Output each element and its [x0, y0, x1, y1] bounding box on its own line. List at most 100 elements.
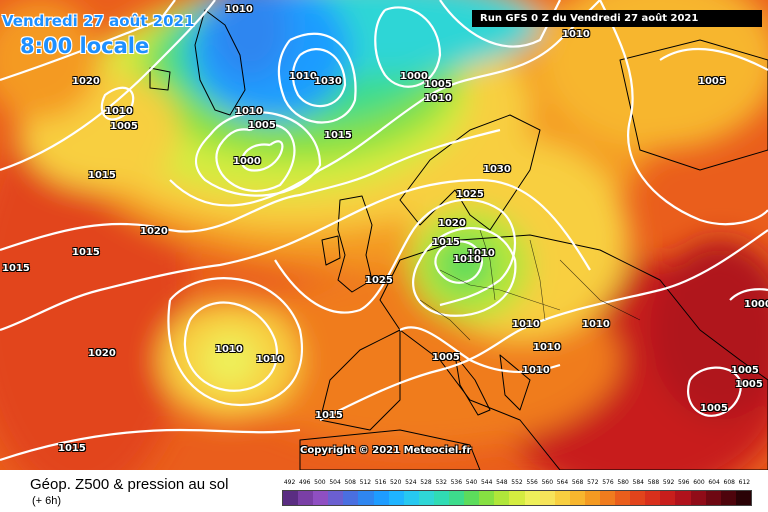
scale-tick-label: 580 — [617, 479, 629, 486]
scale-swatch — [539, 491, 555, 505]
isobar-label: 1005 — [735, 379, 763, 390]
scale-swatch — [660, 491, 676, 505]
isobar-label: 1005 — [432, 352, 460, 363]
scale-tick-label: 536 — [450, 479, 463, 486]
scale-tick-label: 592 — [662, 479, 675, 486]
isobar-label: 1020 — [88, 348, 116, 359]
color-scale-labels: 492 496 500 504 508 512 516 520 524 528 532 536 540 5… — [282, 479, 752, 489]
isobar-label: 1000 — [400, 71, 428, 82]
scale-swatch — [433, 491, 450, 505]
scale-swatch — [449, 491, 465, 505]
copyright-notice: Copyright © 2021 Meteociel.fr — [300, 445, 472, 456]
scale-swatch — [418, 491, 434, 505]
scale-tick-label: 524 — [405, 479, 417, 486]
scale-tick-label: 608 — [723, 479, 735, 486]
color-scale-bar — [282, 490, 752, 506]
scale-tick-label: 596 — [678, 479, 690, 486]
scale-swatch — [358, 491, 374, 505]
scale-swatch — [464, 491, 480, 505]
scale-swatch — [675, 491, 691, 505]
isobar-label: 1025 — [365, 275, 393, 286]
scale-swatch — [554, 491, 570, 505]
scale-tick-label: 508 — [344, 479, 356, 486]
forecast-local-time: 8:00 locale — [20, 34, 150, 58]
scale-tick-label: 544 — [480, 479, 493, 486]
isobar-label: 1010 — [512, 319, 540, 330]
isobar-label: 1010 — [235, 106, 263, 117]
isobar-label: 1010 — [467, 248, 495, 259]
scale-tick-label: 604 — [708, 479, 720, 486]
scale-tick-label: 548 — [496, 479, 508, 486]
scale-tick-label: 492 — [283, 479, 296, 486]
scale-swatch — [298, 491, 314, 505]
scale-swatch — [645, 491, 661, 505]
scale-swatch — [283, 491, 299, 505]
scale-tick-label: 564 — [556, 479, 569, 486]
isobar-label: 1010 — [225, 4, 253, 15]
isobar-label: 1030 — [314, 76, 342, 87]
isobar-label: 1015 — [432, 237, 460, 248]
scale-tick-label: 512 — [359, 479, 372, 486]
isobar-label: 1010 — [522, 365, 550, 376]
scale-swatch — [615, 491, 631, 505]
scale-swatch — [343, 491, 359, 505]
scale-swatch — [388, 491, 404, 505]
scale-tick-label: 560 — [541, 479, 554, 486]
forecast-date: Vendredi 27 août 2021 — [2, 12, 195, 30]
scale-swatch — [584, 491, 600, 505]
scale-swatch — [524, 491, 540, 505]
scale-tick-label: 520 — [389, 479, 402, 486]
scale-tick-label: 556 — [526, 479, 538, 486]
isobar-label: 1015 — [58, 443, 86, 454]
isobar-label: 1010 — [215, 344, 243, 355]
scale-swatch — [373, 491, 389, 505]
z500-color-field — [0, 0, 768, 470]
scale-tick-label: 600 — [693, 479, 705, 486]
scale-tick-label: 528 — [420, 479, 432, 486]
isobar-label: 1005 — [698, 76, 726, 87]
scale-swatch — [705, 491, 721, 505]
isobar-label: 1020 — [72, 76, 100, 87]
variable-title: Géop. Z500 & pression au sol — [30, 476, 229, 493]
scale-tick-label: 572 — [587, 479, 599, 486]
scale-swatch — [630, 491, 646, 505]
scale-tick-label: 568 — [571, 479, 584, 486]
isobar-label: 1005 — [424, 79, 452, 90]
isobar-label: 1005 — [700, 403, 728, 414]
isobar-label: 1005 — [731, 365, 759, 376]
isobar-label: 1025 — [456, 189, 484, 200]
isobar-label: 1000 — [233, 156, 261, 167]
isobar-label: 1000 — [744, 299, 768, 310]
scale-swatch — [403, 491, 419, 505]
isobars — [0, 0, 768, 462]
isobar-label: 1010 — [289, 71, 317, 82]
isobar-label: 1020 — [438, 218, 466, 229]
isobar-label: 1015 — [324, 130, 352, 141]
scale-tick-label: 540 — [465, 479, 478, 486]
scale-swatch — [599, 491, 616, 505]
scale-swatch — [690, 491, 706, 505]
scale-swatch — [509, 491, 525, 505]
lead-time: (+ 6h) — [32, 495, 62, 507]
scale-tick-label: 584 — [632, 479, 644, 486]
isobar-label: 1005 — [110, 121, 138, 132]
scale-swatch — [328, 491, 344, 505]
legend-footer: Géop. Z500 & pression au sol (+ 6h) 492 4… — [0, 470, 768, 512]
isobar-label: 1010 — [582, 319, 610, 330]
isobar-label: 1030 — [483, 164, 511, 175]
isobar-label: 1015 — [315, 410, 343, 421]
isobar-label: 1010 — [562, 29, 590, 40]
scale-swatch — [735, 491, 751, 505]
isobar-label: 1005 — [248, 120, 276, 131]
scale-tick-label: 576 — [602, 479, 614, 486]
scale-tick-label: 504 — [329, 479, 341, 486]
scale-tick-label: 500 — [314, 479, 326, 486]
scale-tick-label: 532 — [435, 479, 447, 486]
isobar-label: 1015 — [2, 263, 30, 274]
scale-tick-label: 516 — [374, 479, 387, 486]
scale-swatch — [479, 491, 495, 505]
scale-tick-label: 496 — [299, 479, 311, 486]
isobar-label: 1010 — [424, 93, 452, 104]
scale-tick-label: 588 — [647, 479, 660, 486]
